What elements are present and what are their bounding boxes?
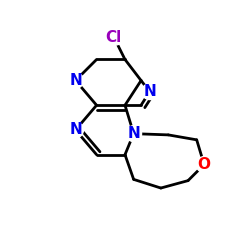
Ellipse shape: [126, 126, 142, 142]
Ellipse shape: [196, 157, 212, 172]
Text: O: O: [198, 157, 210, 172]
Ellipse shape: [68, 122, 84, 138]
Ellipse shape: [68, 72, 84, 88]
Ellipse shape: [102, 29, 126, 45]
Text: N: N: [69, 73, 82, 88]
Ellipse shape: [142, 84, 158, 100]
Text: Cl: Cl: [106, 30, 122, 45]
Text: N: N: [143, 84, 156, 99]
Text: N: N: [127, 126, 140, 141]
Text: N: N: [69, 122, 82, 138]
